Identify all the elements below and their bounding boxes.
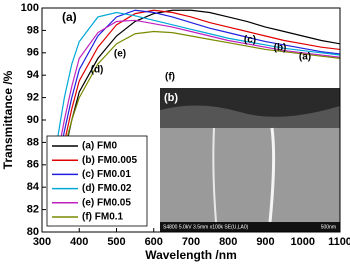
x-tick-label: 800 (219, 236, 237, 248)
y-tick-label: 100 (21, 2, 39, 14)
x-tick-label: 600 (145, 236, 163, 248)
sem-footer-bar (160, 222, 340, 232)
curve-annotation: (b) (274, 43, 287, 54)
x-tick-label: 700 (182, 236, 200, 248)
legend-label: (f) FM0.1 (82, 212, 124, 223)
panel-label: (a) (62, 10, 77, 24)
y-axis-label: Transmittance /% (1, 70, 15, 169)
series-line (48, 19, 340, 210)
sem-crack (268, 127, 276, 223)
inset-label: (b) (164, 92, 178, 104)
legend-label: (e) FM0.05 (82, 197, 131, 208)
y-tick-label: 90 (27, 114, 39, 126)
series-line (48, 9, 340, 221)
curve-annotation: (c) (244, 35, 256, 46)
sem-crack (212, 127, 217, 223)
inset-footer: S4800 5.0kV 3.5mm x100k SE(U,LA0) (163, 224, 249, 230)
legend-label: (b) FM0.005 (82, 155, 137, 166)
sem-texture (160, 105, 340, 128)
axes-layer: 300 400 500 600 700 800 900 1000 1100 80 82 84 86 88 9… (21, 2, 350, 248)
y-tick-label: 94 (27, 69, 40, 81)
curve-annotation: (a) (299, 52, 311, 63)
legend: (a) FM0 (b) FM0.005 (c) FM0.01 (d) FM0.02 (e… (46, 135, 148, 227)
x-axis-label: Wavelength /nm (145, 248, 237, 262)
curve-annotation: (f) (165, 72, 175, 83)
x-tick-label: 900 (256, 236, 274, 248)
sem-substrate (160, 128, 340, 222)
curve-annotation: (e) (114, 49, 126, 60)
inset-image: (b) S4800 5.0kV 3.5mm x100k SE(U,LA0) 50… (160, 88, 340, 232)
y-tick-label: 86 (27, 159, 39, 171)
x-tick-label: 300 (33, 236, 51, 248)
lines-layer (48, 9, 340, 227)
foreground: (a) (b) (c) (d) (e) (f) (a) FM0 (b) FM0.005 (c) … (46, 35, 311, 227)
legend-box (46, 135, 148, 227)
series-line (48, 11, 340, 199)
legend-label: (d) FM0.02 (82, 183, 132, 194)
y-tick-label: 82 (27, 204, 39, 216)
legend-label: (c) FM0.01 (82, 169, 131, 180)
y-tick-label: 98 (27, 24, 39, 36)
inset-scale: 500nm (321, 224, 336, 230)
y-tick-label: 84 (27, 181, 40, 193)
plot-frame (41, 7, 341, 233)
x-tick-label: 1000 (291, 236, 315, 248)
y-tick-label: 88 (27, 136, 39, 148)
curve-annotation: (d) (91, 65, 104, 76)
y-tick-label: 80 (27, 226, 39, 238)
x-tick-label: 1100 (328, 236, 350, 248)
x-tick-label: 400 (70, 236, 88, 248)
x-tick-label: 500 (107, 236, 125, 248)
series-line (48, 9, 340, 216)
y-tick-label: 96 (27, 47, 39, 59)
y-tick-label: 92 (27, 92, 39, 104)
series-line (48, 30, 340, 221)
legend-label: (a) FM0 (82, 141, 117, 152)
